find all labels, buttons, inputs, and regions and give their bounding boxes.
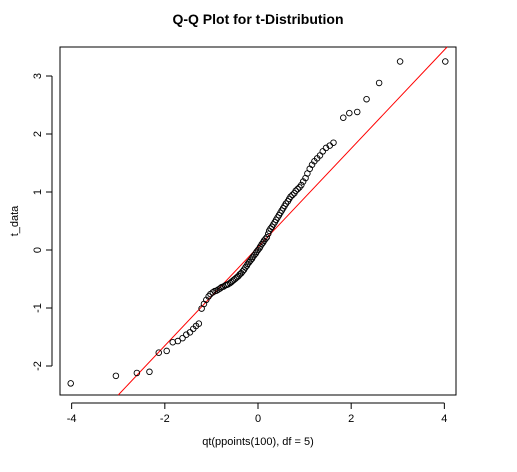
data-point [330,139,337,146]
y-axis: -2 -1 0 1 2 3 [32,73,53,371]
data-point [292,187,299,195]
reference-line [117,46,448,396]
plot-area-border [59,46,457,396]
data-point [346,109,353,117]
x-tick-label: 2 [348,413,354,425]
data-point [209,289,217,296]
data-point [195,320,203,327]
data-point [262,235,269,243]
y-tick-label: 3 [32,73,44,79]
x-tick-label: -4 [67,413,77,425]
x-axis: -4 -2 0 2 4 [67,402,447,425]
y-axis-label: t_data [9,205,21,236]
data-point [169,338,176,346]
data-point [294,185,301,193]
data-point [396,58,404,65]
data-point [287,193,294,200]
data-point [263,233,271,241]
data-point [215,286,222,293]
x-tick-label: 4 [441,413,447,425]
data-point [264,230,272,238]
y-tick-label: -2 [32,361,44,371]
data-point [217,285,224,292]
data-point [340,114,347,122]
data-point [442,58,449,65]
data-point [353,108,361,116]
chart-title: Q-Q Plot for t-Distribution [172,11,343,27]
data-point [163,347,170,355]
data-point [155,349,163,356]
data-point [146,368,153,376]
reference-line-group [117,46,448,396]
data-point [298,181,305,189]
data-point [363,95,370,103]
y-tick-label: 0 [32,247,44,253]
data-point [133,369,141,377]
x-tick-label: 0 [255,413,261,425]
y-tick-label: 2 [32,131,44,137]
data-point [224,280,232,288]
data-point [319,148,327,155]
data-point [179,334,186,342]
data-point [112,372,120,380]
data-point [186,329,194,336]
x-axis-label: qt(ppoints(100), df = 5) [202,436,314,448]
data-point [174,337,182,345]
y-tick-label: 1 [32,189,44,195]
data-point [289,191,296,199]
data-points [67,58,449,387]
y-tick-label: -1 [32,303,44,313]
data-point [375,79,383,87]
data-point [67,380,74,387]
x-tick-label: -2 [160,413,170,425]
